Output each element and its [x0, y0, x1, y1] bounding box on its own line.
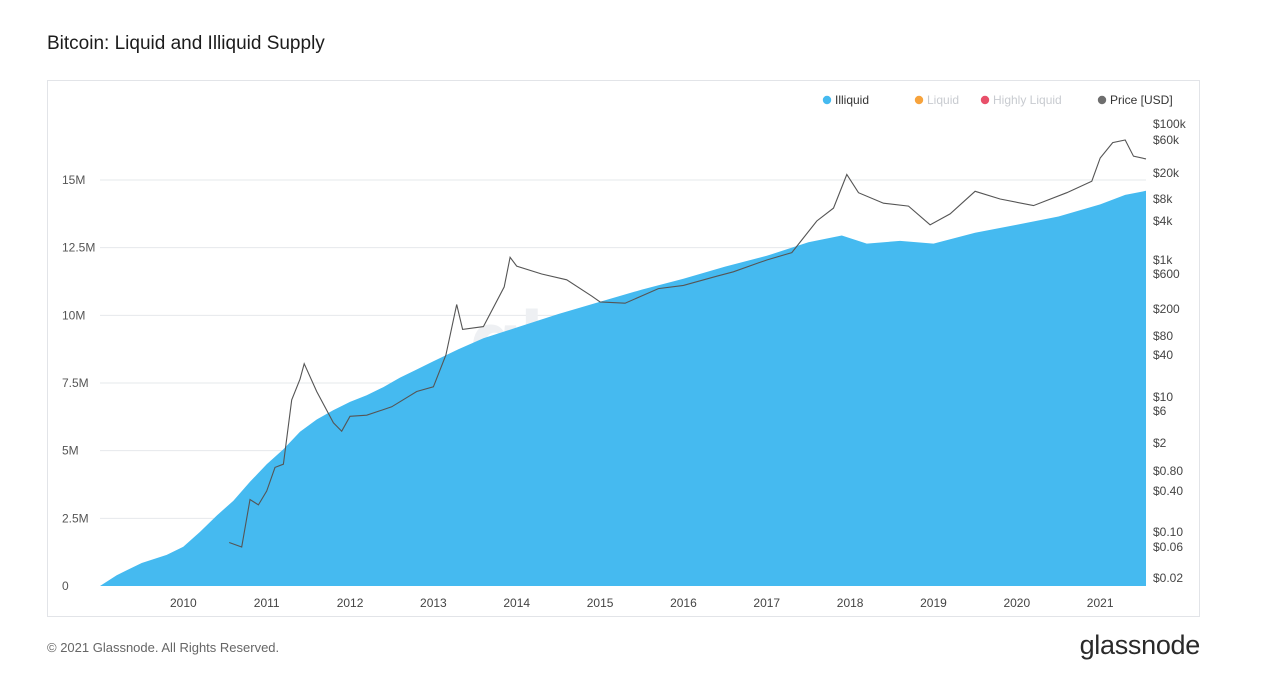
x-tick-label: 2016 [670, 596, 697, 610]
y-right-tick-label: $10 [1153, 390, 1173, 404]
y-left-tick-label: 15M [62, 173, 85, 187]
x-tick-label: 2014 [503, 596, 530, 610]
y-right-tick-label: $600 [1153, 267, 1180, 281]
legend-marker [980, 95, 990, 105]
y-right-tick-label: $200 [1153, 302, 1180, 316]
y-left-tick-label: 12.5M [62, 241, 95, 255]
brand-logo: glassnode [1079, 630, 1201, 660]
legend-marker [1097, 95, 1107, 105]
y-right-tick-label: $60k [1153, 133, 1180, 147]
y-right-tick-label: $0.02 [1153, 571, 1183, 585]
y-right-tick-label: $4k [1153, 214, 1173, 228]
y-left-tick-label: 0 [62, 579, 69, 593]
chart-title: Bitcoin: Liquid and Illiquid Supply [47, 33, 325, 54]
legend-marker [914, 95, 924, 105]
copyright-text: © 2021 Glassnode. All Rights Reserved. [47, 640, 280, 655]
legend-item[interactable]: Illiquid [835, 93, 869, 107]
x-tick-label: 2021 [1087, 596, 1114, 610]
legend-marker [822, 95, 832, 105]
illiquid-area [100, 190, 1146, 587]
y-right-tick-label: $0.10 [1153, 525, 1183, 539]
x-tick-label: 2010 [170, 596, 197, 610]
y-right-tick-label: $0.40 [1153, 484, 1183, 498]
x-tick-label: 2018 [837, 596, 864, 610]
y-right-tick-label: $0.80 [1153, 464, 1183, 478]
y-left-tick-label: 5M [62, 444, 79, 458]
x-tick-label: 2012 [337, 596, 364, 610]
legend-item[interactable]: Liquid [927, 93, 959, 107]
y-left-tick-label: 10M [62, 308, 85, 322]
y-left-tick-label: 7.5M [62, 376, 89, 390]
x-tick-label: 2019 [920, 596, 947, 610]
y-right-tick-label: $2 [1153, 436, 1167, 450]
y-right-tick-label: $8k [1153, 192, 1173, 206]
x-tick-label: 2011 [254, 596, 280, 610]
x-tick-label: 2013 [420, 596, 447, 610]
y-left-tick-label: 2.5M [62, 511, 89, 525]
legend-item[interactable]: Highly Liquid [993, 93, 1062, 107]
x-tick-label: 2015 [587, 596, 614, 610]
y-right-tick-label: $1k [1153, 253, 1173, 267]
y-right-tick-label: $6 [1153, 404, 1167, 418]
x-tick-label: 2020 [1003, 596, 1030, 610]
chart-frame: 02.5M5M7.5M10M12.5M15Mglassnode201020112… [47, 80, 1200, 617]
x-tick-label: 2017 [753, 596, 780, 610]
y-right-tick-label: $0.06 [1153, 540, 1183, 554]
y-right-tick-label: $100k [1153, 117, 1187, 131]
y-right-tick-label: $20k [1153, 166, 1180, 180]
chart-svg: 02.5M5M7.5M10M12.5M15Mglassnode201020112… [62, 93, 1187, 610]
price-line [229, 139, 1147, 548]
y-right-tick-label: $40 [1153, 348, 1173, 362]
legend-item[interactable]: Price [USD] [1110, 93, 1173, 107]
y-right-tick-label: $80 [1153, 329, 1173, 343]
